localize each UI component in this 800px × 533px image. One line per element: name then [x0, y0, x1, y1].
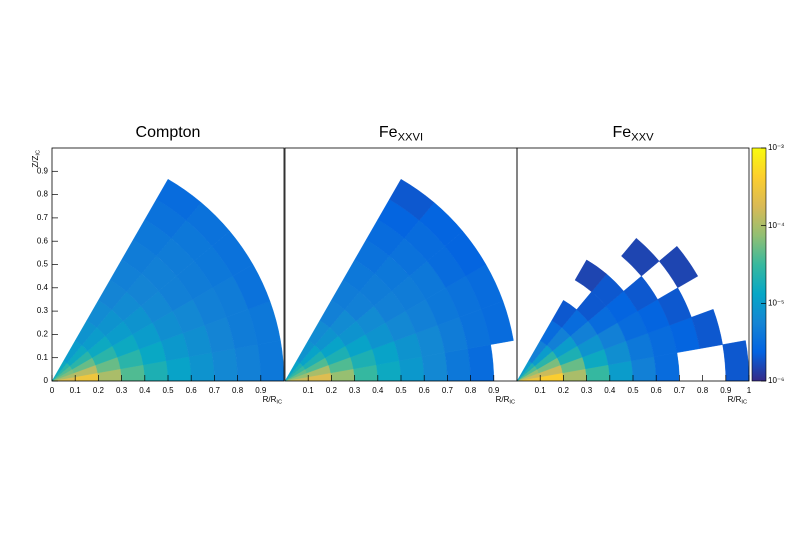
heatmap-cell	[234, 344, 262, 381]
y-tick-label: 0	[44, 376, 49, 385]
x-tick-label: 0.2	[93, 386, 105, 395]
x-tick-label: 0.4	[604, 386, 616, 395]
y-tick-label: 0.8	[37, 190, 49, 199]
x-tick-label: 0.8	[465, 386, 477, 395]
y-tick-label: 0.2	[37, 330, 49, 339]
x-tick-label: 0.4	[372, 386, 384, 395]
x-tick-label: 0.5	[162, 386, 174, 395]
x-axis-label-sub: IC	[509, 400, 515, 406]
heatmap-cell	[691, 309, 723, 349]
panel-title: FeXXVI	[379, 124, 423, 143]
x-tick-label: 0.3	[116, 386, 128, 395]
panel-title-sub: XXV	[631, 131, 654, 143]
y-tick-label: 0.9	[37, 166, 49, 175]
x-tick-label: 0.3	[581, 386, 593, 395]
heatmap-cell	[551, 300, 577, 328]
y-axis-label-text: Z/Z	[31, 155, 40, 167]
y-axis-label: Z/ZIC	[31, 150, 42, 168]
x-axis-label: R/RIC	[263, 395, 282, 406]
x-tick-label: 0.6	[419, 386, 431, 395]
x-axis-label-sub: IC	[276, 400, 282, 406]
colorbar-gradient	[751, 147, 767, 382]
heatmap-cell	[653, 352, 680, 381]
y-tick-label: 0.1	[37, 353, 49, 362]
heatmap-cell	[467, 344, 495, 381]
heatmap-cell	[399, 356, 425, 381]
x-tick-label: 0.4	[139, 386, 151, 395]
x-axis-label: R/RIC	[728, 395, 747, 406]
x-tick-label: 0	[50, 386, 55, 395]
x-tick-label: 0.6	[186, 386, 198, 395]
heatmap	[52, 178, 284, 381]
heatmap-cell	[257, 340, 284, 381]
x-tick-label: 0.5	[627, 386, 639, 395]
x-tick-label: 0.8	[697, 386, 709, 395]
x-tick-label: 0.5	[395, 386, 407, 395]
panel: 0 0.1 0.2 0.3 0.4 0.5 0.6 0.7 0.8 0.9 0 0.1 0.2 0.3 0.…	[31, 124, 285, 406]
y-tick-label: 0.6	[37, 236, 49, 245]
x-tick-label: 0.7	[442, 386, 454, 395]
x-tick-label: 0.6	[651, 386, 663, 395]
y-axis-label-sub: IC	[36, 150, 42, 156]
colorbar-tick-label: 10⁻³	[768, 143, 784, 152]
heatmap-cell	[211, 348, 238, 381]
panel: 0.1 0.2 0.3 0.4 0.5 0.6 0.7 0.8 0.9 FeXXVI R/RIC	[284, 124, 518, 406]
panel-title-sub: XXVI	[398, 131, 424, 143]
heatmap-cell	[722, 340, 749, 381]
x-tick-label: 0.7	[674, 386, 686, 395]
x-tick-label: 0.9	[488, 386, 500, 395]
heatmap-cell	[621, 237, 660, 277]
x-tick-label: 0.7	[209, 386, 221, 395]
heatmap	[517, 237, 749, 381]
x-axis-label-text: R/R	[496, 395, 510, 404]
x-tick-label: 0.2	[558, 386, 570, 395]
colorbar-tick-label: 10⁻⁵	[768, 298, 784, 307]
heatmap-cell	[574, 259, 607, 293]
x-tick-label: 0.9	[255, 386, 267, 395]
heatmap	[285, 178, 514, 381]
x-tick-label: 0.1	[303, 386, 315, 395]
x-axis-label-text: R/R	[263, 395, 277, 404]
colorbar-tick-label: 10⁻⁴	[768, 221, 785, 230]
heatmap-cell	[658, 245, 699, 289]
panel: 0.1 0.2 0.3 0.4 0.5 0.6 0.7 0.8 0.9 1 FeXXV R/RIC	[516, 124, 752, 406]
y-tick-label: 0.4	[37, 283, 49, 292]
x-axis-label-text: R/R	[728, 395, 742, 404]
y-tick-label: 0.5	[37, 260, 49, 269]
heatmap-cell	[421, 352, 448, 381]
x-tick-label: 0.3	[349, 386, 361, 395]
x-tick-label: 0.2	[326, 386, 338, 395]
heatmap-cell	[444, 348, 471, 381]
heatmap-cell	[156, 178, 202, 221]
panel-title: Compton	[136, 124, 201, 141]
heatmap-cell	[389, 178, 435, 221]
panel-title: FeXXV	[612, 124, 654, 143]
x-tick-label: 0.9	[720, 386, 732, 395]
x-axis-label: R/RIC	[496, 395, 515, 406]
panel-title-text: Compton	[136, 124, 201, 141]
heatmap-cell	[631, 356, 657, 381]
panel-title-text: Fe	[612, 124, 631, 141]
colorbar-tick-label: 10⁻⁶	[768, 376, 784, 385]
heatmap-cell	[188, 352, 215, 381]
heatmap-cell	[166, 356, 192, 381]
x-tick-label: 0.8	[232, 386, 244, 395]
colorbar: 10⁻⁶ 10⁻⁵ 10⁻⁴ 10⁻³	[751, 143, 785, 385]
panel-title-text: Fe	[379, 124, 398, 141]
y-tick-label: 0.7	[37, 213, 49, 222]
x-tick-label: 0.1	[535, 386, 547, 395]
y-tick-label: 0.3	[37, 306, 49, 315]
x-tick-label: 1	[747, 386, 752, 395]
x-tick-label: 0.1	[70, 386, 82, 395]
x-axis-label-sub: IC	[741, 400, 747, 406]
